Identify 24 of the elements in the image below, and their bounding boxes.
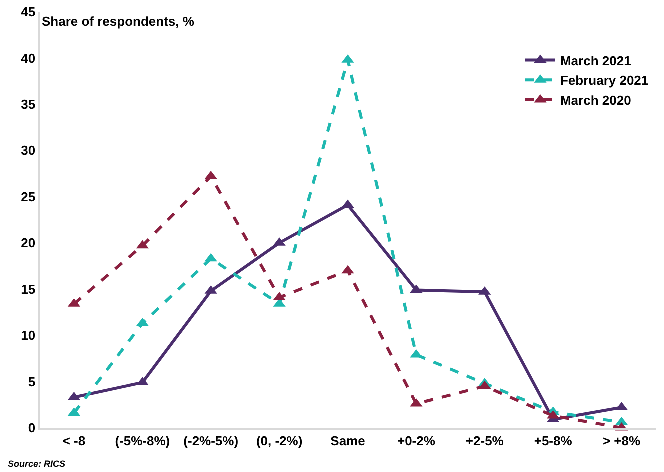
- x-tick-label: +0-2%: [397, 433, 436, 448]
- y-tick-label: 45: [21, 4, 36, 20]
- legend-label: March 2021: [560, 53, 632, 68]
- source-note: Source: RICS: [8, 459, 66, 469]
- y-tick-label: 5: [28, 374, 36, 390]
- y-tick-label: 40: [21, 50, 36, 66]
- y-tick-label: 30: [21, 143, 36, 158]
- x-tick-label: < -8: [62, 433, 86, 448]
- x-tick-label: Same: [330, 433, 366, 448]
- legend-label: March 2020: [560, 93, 632, 108]
- y-tick-label: 35: [21, 96, 36, 112]
- y-tick-label: 15: [21, 282, 36, 297]
- x-tick-label: +5-8%: [534, 433, 573, 448]
- y-tick-label: 10: [21, 328, 36, 344]
- x-tick-label: (-5%-8%): [115, 433, 170, 448]
- x-tick-label: > +8%: [602, 433, 642, 448]
- x-tick-label: (0, -2%): [256, 433, 303, 448]
- y-tick-label: 0: [28, 420, 36, 436]
- x-tick-label: +2-5%: [466, 433, 504, 448]
- y-tick-label: 20: [21, 236, 36, 251]
- legend-label: February 2021: [560, 73, 649, 88]
- y-tick-label: 25: [21, 189, 36, 204]
- y-axis-title: Share of respondents, %: [42, 14, 195, 29]
- x-tick-label: (-2%-5%): [184, 433, 239, 448]
